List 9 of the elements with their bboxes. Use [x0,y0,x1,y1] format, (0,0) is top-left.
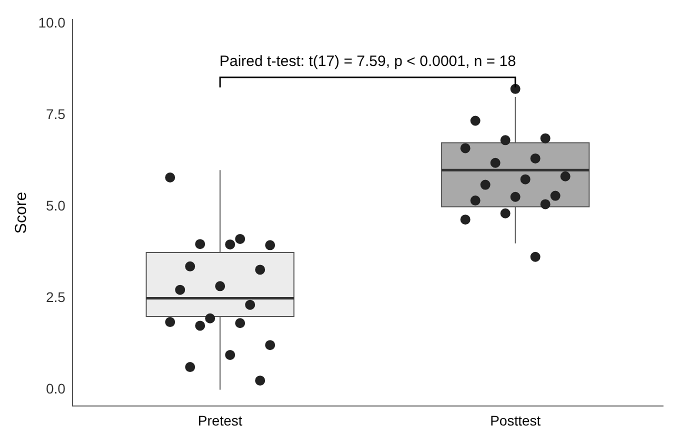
x-tick-label: Posttest [490,412,541,428]
annotation: Paired t-test: t(17) = 7.59, p < 0.0001, n = 18 [219,53,516,70]
y-tick-label: 0.0 [46,380,66,397]
x-tick-label: Pretest [198,412,242,428]
y-axis-title: Score [13,192,30,234]
y-tick-label: 7.5 [46,106,66,122]
y-tick-label: 10.0 [38,14,66,31]
y-tick-label: 5.0 [46,198,66,214]
y-tick-label: 2.5 [46,289,66,306]
